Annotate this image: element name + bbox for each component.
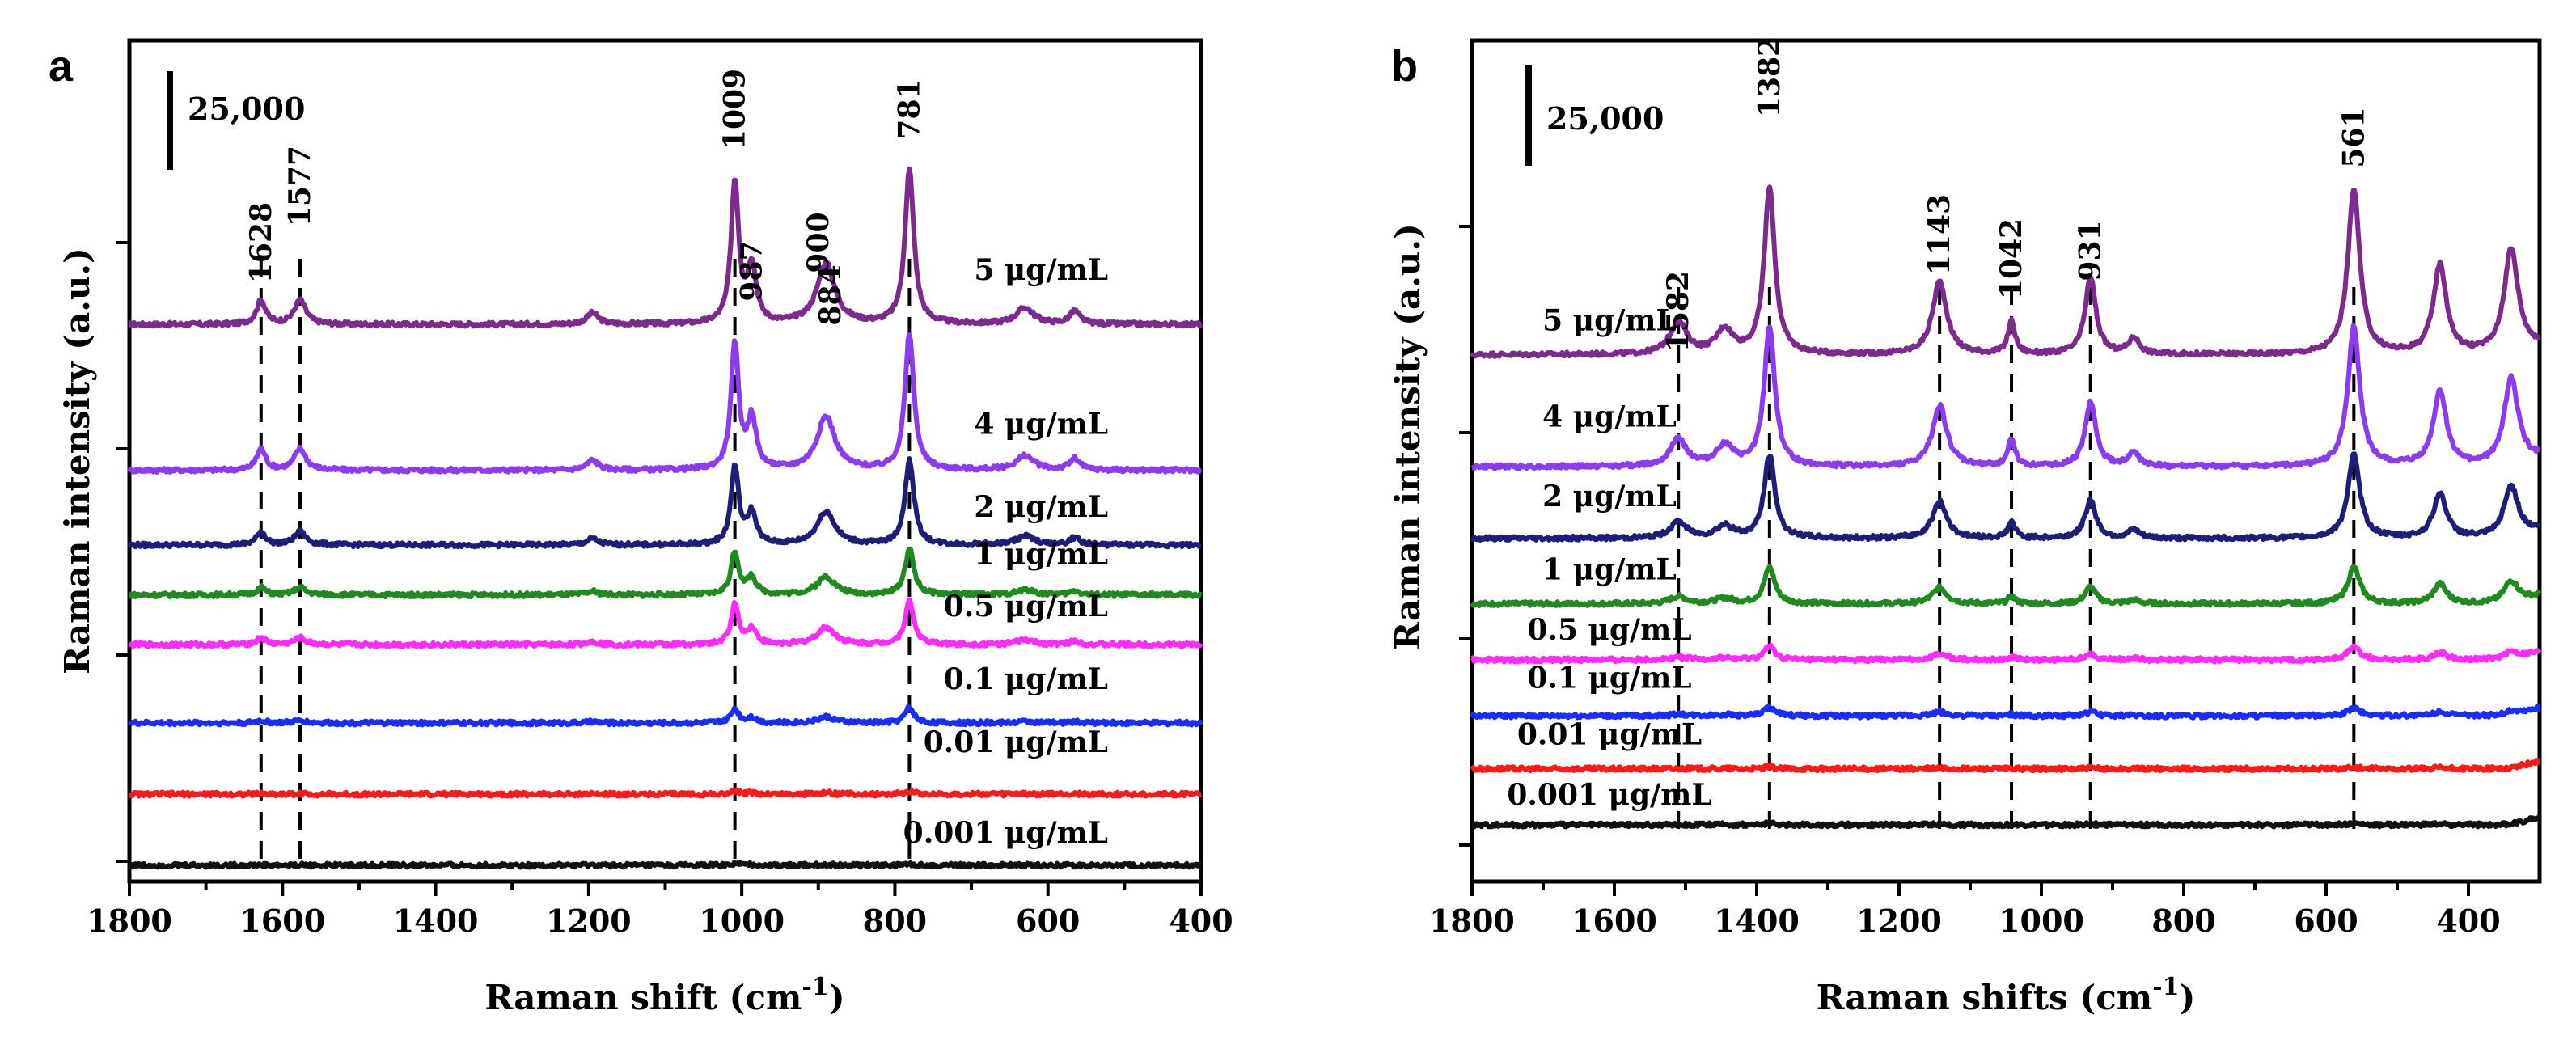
series-label: 1 μg/mL	[1542, 553, 1677, 587]
panel-a-series	[127, 166, 1203, 870]
peak-label: 931	[2074, 220, 2108, 281]
panel-a-dashed-lines	[259, 259, 912, 869]
panel-b-frame	[1470, 38, 2542, 884]
series-line	[128, 546, 1203, 599]
peak-label: 561	[2337, 107, 2371, 167]
peak-label: 987	[734, 240, 768, 301]
x-tick-label: 1200	[546, 903, 632, 939]
series-label: 0.001 μg/mL	[1507, 778, 1711, 812]
panel-b-y-axis-title: Raman intensity (a.u.)	[1388, 223, 1428, 650]
x-tick-label: 1000	[1999, 903, 2084, 939]
panel-b-peak-labels: 1582 1382 1143 1042 931 561	[1661, 36, 2371, 352]
peak-label: 1582	[1661, 271, 1695, 352]
panel-a-y-axis-title: Raman intensity (a.u.)	[57, 247, 97, 674]
series-line	[128, 597, 1203, 649]
series-line	[127, 456, 1203, 550]
series-line	[1470, 184, 2541, 359]
series-line	[1470, 563, 2542, 608]
x-tick-label: 400	[1169, 903, 1233, 939]
series-line	[1470, 642, 2542, 665]
series-label: 5 μg/mL	[974, 253, 1108, 287]
panel-a-x-axis-title-end: )	[829, 978, 845, 1017]
series-label: 0.1 μg/mL	[1527, 661, 1691, 695]
series-label: 0.5 μg/mL	[1527, 613, 1691, 647]
series-line	[1470, 814, 2542, 830]
peak-label: 900	[802, 212, 835, 273]
panel-b-y-ticks	[1459, 225, 1472, 847]
x-tick-label: 1800	[1429, 903, 1515, 939]
x-tick-label: 1400	[1714, 903, 1800, 939]
x-tick-label: 800	[2151, 903, 2215, 939]
peak-label: 1009	[718, 69, 752, 150]
peak-label: 1143	[1922, 194, 1956, 275]
x-tick-label: 1600	[239, 903, 325, 939]
panel-a-x-axis-title-main: Raman shift (cm	[484, 978, 802, 1017]
series-label: 0.001 μg/mL	[903, 816, 1108, 850]
series-line	[128, 166, 1203, 329]
panel-b-letter: b	[1391, 42, 1418, 91]
series-label: 0.1 μg/mL	[944, 662, 1108, 696]
x-tick-label: 800	[863, 903, 927, 939]
series-label: 5 μg/mL	[1542, 304, 1677, 338]
peak-label: 1628	[244, 202, 278, 283]
panel-a: a 1800 1600 1400 1200 1000 800 600 400 5 μg/mL 4…	[49, 38, 1233, 1017]
x-tick-label: 600	[2294, 903, 2358, 939]
panel-a-y-ticks	[116, 241, 129, 863]
x-tick-label: 1600	[1571, 903, 1657, 939]
peak-label: 1042	[1994, 218, 2028, 299]
panel-b-scale-label: 25,000	[1546, 100, 1664, 137]
peak-label: 884	[814, 264, 848, 325]
series-label: 4 μg/mL	[974, 408, 1108, 442]
series-label: 0.01 μg/mL	[924, 725, 1108, 759]
series-line	[1470, 703, 2541, 721]
series-label: 0.01 μg/mL	[1517, 718, 1702, 752]
series-line	[127, 332, 1203, 475]
x-tick-label: 1800	[87, 903, 172, 939]
panel-a-letter: a	[49, 42, 74, 91]
series-label: 2 μg/mL	[974, 490, 1108, 524]
panel-a-series-labels: 5 μg/mL 4 μg/mL 2 μg/mL 1 μg/mL 0.5 μg/mL 0.1…	[903, 253, 1108, 850]
panel-a-scale-label: 25,000	[188, 91, 305, 127]
panel-a-x-ticks: 1800 1600 1400 1200 1000 800 600 400	[87, 881, 1233, 939]
peak-label: 781	[892, 78, 926, 139]
panel-b-x-axis-title: Raman shifts (cm-1)	[1817, 973, 2196, 1017]
series-label: 4 μg/mL	[1542, 400, 1677, 433]
panel-b-x-axis-title-sup: -1	[2152, 973, 2179, 1001]
panel-a-x-axis-title-sup: -1	[802, 973, 828, 1001]
series-line	[1470, 451, 2541, 543]
panel-b-series-labels: 5 μg/mL 4 μg/mL 2 μg/mL 1 μg/mL 0.5 μg/mL 0.1…	[1507, 304, 1711, 812]
series-line	[1470, 323, 2541, 471]
series-line	[1470, 758, 2541, 774]
panel-b: b 1800 1600 1400 1200 1000 800 600 400 5 μg/mL 4…	[1388, 36, 2542, 1017]
series-line	[127, 704, 1203, 728]
panel-b-x-axis-title-main: Raman shifts (cm	[1817, 978, 2153, 1017]
x-tick-label: 400	[2436, 903, 2500, 939]
x-tick-label: 1400	[393, 903, 479, 939]
panel-b-series	[1470, 184, 2542, 830]
series-label: 0.5 μg/mL	[944, 590, 1108, 624]
series-label: 1 μg/mL	[974, 538, 1108, 572]
panel-b-dashed-lines	[1677, 287, 2356, 833]
series-line	[128, 860, 1203, 870]
panel-b-x-axis-title-end: )	[2180, 978, 2196, 1017]
series-line	[128, 787, 1203, 799]
x-tick-label: 1200	[1856, 903, 1942, 939]
x-tick-label: 600	[1016, 903, 1080, 939]
series-label: 2 μg/mL	[1542, 480, 1677, 514]
peak-label: 1577	[283, 146, 317, 226]
panel-b-x-ticks: 1800 1600 1400 1200 1000 800 600 400	[1429, 881, 2501, 939]
peak-label: 1382	[1753, 36, 1787, 117]
x-tick-label: 1000	[699, 903, 785, 939]
panel-a-x-axis-title: Raman shift (cm-1)	[484, 973, 844, 1017]
